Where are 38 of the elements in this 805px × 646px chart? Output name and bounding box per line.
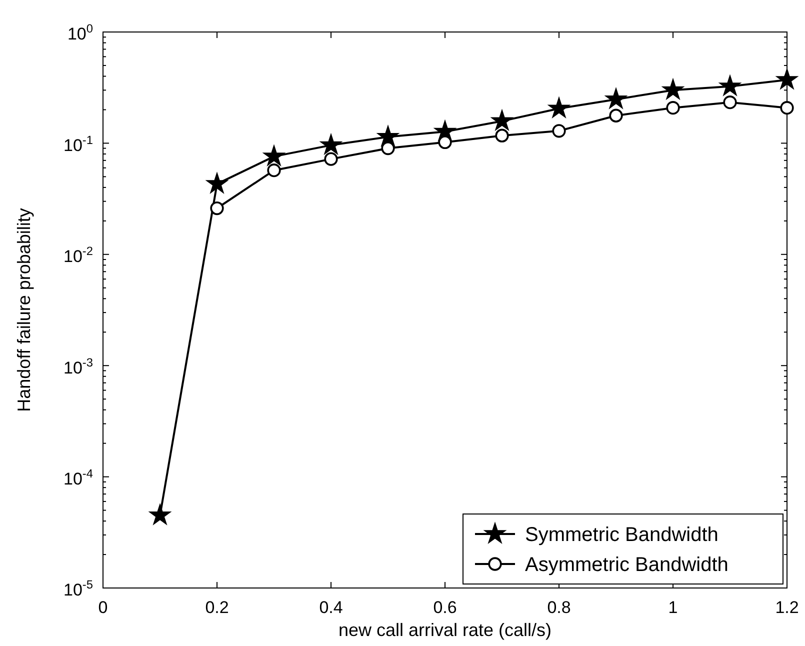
legend-label: Symmetric Bandwidth (525, 524, 718, 546)
point (324, 152, 338, 166)
x-tick-label: 0.2 (205, 598, 229, 618)
legend-label: Asymmetric Bandwidth (525, 554, 728, 576)
point (210, 201, 224, 216)
point (552, 124, 566, 138)
x-tick-label: 0 (98, 598, 108, 618)
x-tick-label: 1.2 (775, 598, 799, 618)
point (780, 101, 794, 115)
x-axis-title: new call arrival rate (call/s) (338, 620, 552, 640)
y-tick-label: 10$^{-5}$ (64, 578, 94, 600)
point (264, 146, 284, 165)
y-tick-label: 10$^{-3}$ (64, 355, 94, 378)
point (663, 80, 683, 99)
point (492, 110, 512, 130)
point (723, 96, 737, 110)
point (381, 141, 395, 156)
y-axis-title: Handoff failure probability (14, 208, 34, 412)
point (378, 126, 398, 146)
point (495, 128, 509, 142)
point (150, 505, 170, 524)
point (720, 76, 740, 95)
point (666, 101, 680, 115)
x-tick-label: 0.8 (547, 598, 571, 618)
x-tick-label: 1 (668, 598, 678, 618)
point (549, 98, 569, 118)
point (267, 164, 281, 178)
point (777, 70, 797, 88)
y-tick-label: 10$^{-2}$ (64, 244, 94, 266)
y-tick-label: 10$^{-4}$ (64, 466, 94, 488)
point (207, 174, 227, 192)
y-tick-label: 10$^{-1}$ (64, 132, 94, 155)
y-tick-label: 10$^{0}$ (67, 22, 94, 44)
x-tick-label: 0.4 (319, 598, 343, 618)
x-tick-label: 0.6 (433, 598, 457, 618)
point (609, 108, 623, 122)
point (321, 134, 341, 154)
point (438, 135, 452, 150)
